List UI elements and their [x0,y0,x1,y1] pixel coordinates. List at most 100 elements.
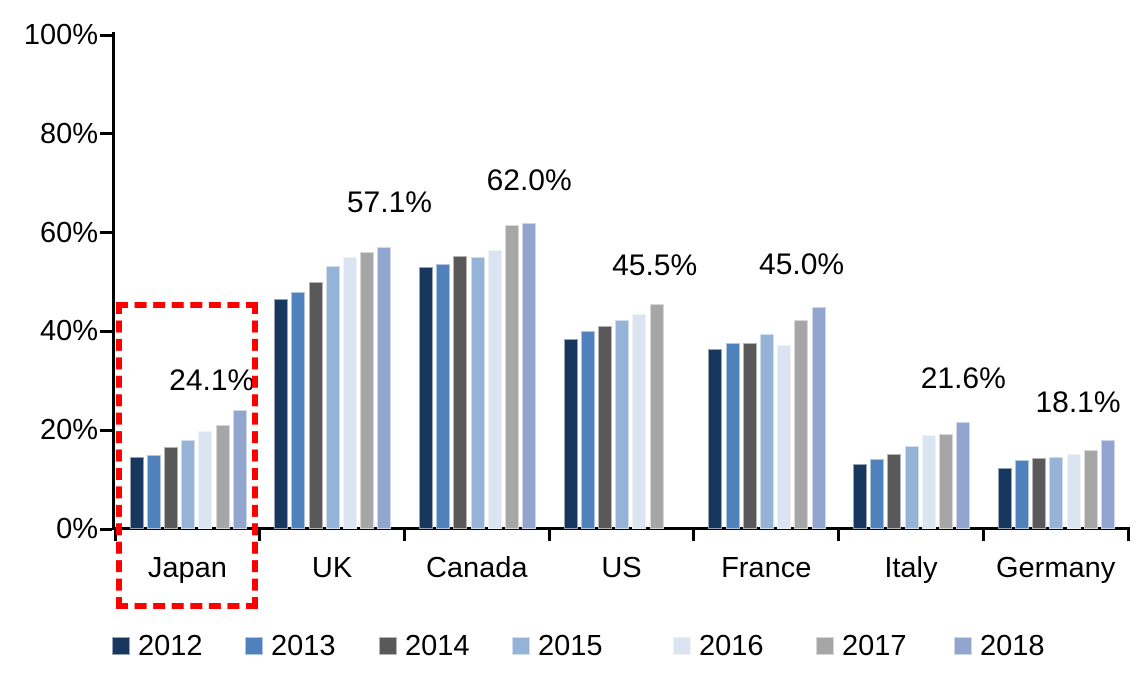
bar-2014-france [742,342,757,529]
legend-label-2018: 2018 [980,630,1045,662]
y-axis-tick [100,33,112,37]
category-label-us: US [601,552,642,584]
bar-2016-germany [1066,453,1081,529]
category-label-canada: Canada [425,552,528,584]
bar-2012-canada [418,266,433,529]
data-label-uk: 57.1% [346,185,432,219]
legend-swatch-2014 [379,637,397,655]
bar-2018-uk [377,246,392,529]
legend-swatch-2012 [112,637,130,655]
bar-2018-canada [522,222,537,529]
bar-2017-france [794,320,809,529]
bar-2015-canada [470,256,485,529]
bar-2014-italy [887,453,902,529]
legend-label-2017: 2017 [842,630,907,662]
bar-2014-us [598,325,613,529]
bar-2015-france [759,333,774,529]
bar-2016-italy [921,435,936,529]
bar-2013-japan [146,454,161,529]
bar-2013-italy [870,459,885,529]
legend-label-2014: 2014 [405,630,470,662]
legend-item-2013: 2013 [245,631,336,661]
y-axis-tick-label: 60% [39,216,98,249]
bar-2017-italy [939,434,954,529]
bar-2013-uk [291,291,306,529]
bar-2017-japan [215,424,230,529]
y-axis-tick [100,428,112,432]
japan-highlight-box [116,302,258,609]
data-label-canada: 62.0% [486,163,572,197]
y-axis-tick-label: 80% [39,117,98,150]
category-label-germany: Germany [996,552,1116,584]
bar-2016-uk [343,257,357,529]
bar-2012-france [708,348,723,529]
x-axis-tick [837,527,841,541]
bar-2013-france [725,342,740,529]
bar-2014-canada [453,256,468,529]
category-label-japan: Japan [147,552,227,584]
legend-item-2015: 2015 [512,631,603,661]
data-label-us: 45.5% [612,249,698,283]
bar-2016-us [632,314,647,529]
bar-2012-germany [997,467,1012,529]
legend-label-2016: 2016 [699,630,764,662]
legend-label-2015: 2015 [538,630,603,662]
legend-swatch-2013 [245,637,263,655]
y-axis-tick [100,527,112,531]
legend-swatch-2016 [673,637,691,655]
legend-label-2012: 2012 [138,630,203,662]
y-axis-tick [100,231,112,235]
bar-2015-us [615,320,630,529]
bar-2018-germany [1100,439,1115,529]
x-axis-tick [258,527,262,541]
y-axis-tick [100,329,112,333]
bar-2016-canada [487,250,502,529]
bar-2016-france [777,344,792,529]
bar-2013-germany [1014,459,1029,529]
y-axis-tick [100,132,112,136]
bar-2012-us [563,339,578,529]
bar-2017-us [649,304,664,529]
x-axis-tick [402,527,406,541]
legend-item-2018: 2018 [954,631,1045,661]
legend-label-2013: 2013 [271,630,336,662]
legend-swatch-2018 [954,637,972,655]
bar-2012-japan [129,456,144,529]
bar-2015-japan [181,440,196,529]
legend-item-2016: 2016 [673,631,764,661]
bar-2017-germany [1083,450,1098,529]
y-axis-tick-label: 0% [56,513,98,545]
legend-swatch-2017 [816,637,834,655]
x-axis-tick [113,527,117,541]
bar-2014-uk [308,282,323,529]
bar-2017-canada [504,225,519,529]
bar-2015-uk [325,265,340,529]
legend-swatch-2015 [512,637,530,655]
legend-item-2012: 2012 [112,631,203,661]
category-label-uk: UK [311,552,353,584]
bar-2018-france [811,306,826,529]
y-axis-tick-label: 40% [39,315,98,348]
x-axis-tick [692,527,696,541]
category-label-france: France [721,552,812,584]
category-label-italy: Italy [884,552,938,584]
bar-2018-japan [232,409,247,529]
legend-item-2017: 2017 [816,631,907,661]
data-label-italy: 21.6% [920,362,1006,396]
bar-2016-japan [198,430,213,529]
y-axis-tick-label: 100% [23,19,98,51]
bar-2014-japan [163,447,178,529]
bar-2015-italy [904,446,919,529]
bar-2015-germany [1049,456,1064,529]
data-label-france: 45.0% [759,247,845,281]
y-axis-line [112,32,115,530]
x-axis-tick [981,527,985,541]
x-axis-tick [1126,527,1130,541]
bar-2013-us [580,330,595,529]
data-label-japan: 24.1% [169,363,255,397]
data-label-germany: 18.1% [1035,385,1121,419]
bar-2018-italy [956,422,971,529]
bar-2012-uk [274,299,289,529]
y-axis-tick-label: 20% [39,414,98,447]
